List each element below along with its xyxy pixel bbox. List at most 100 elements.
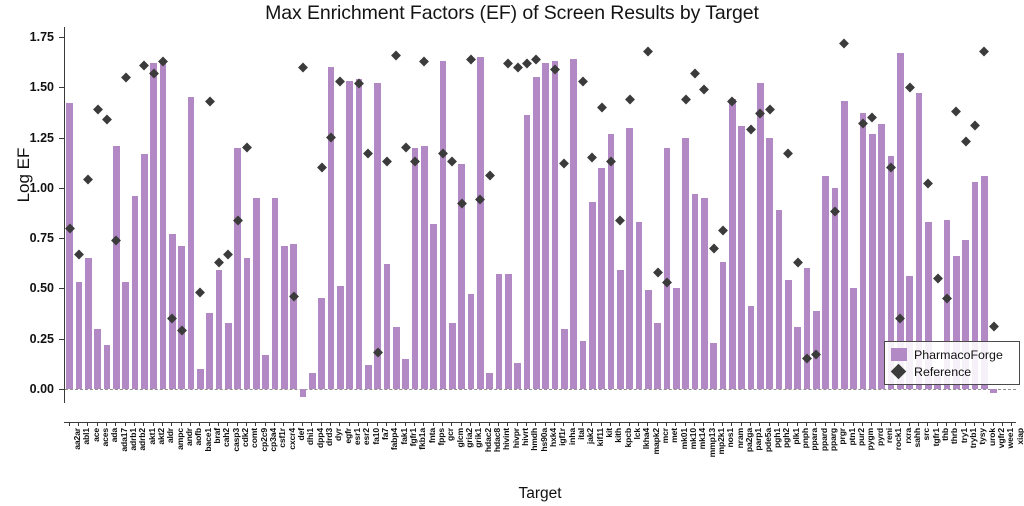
- bar: [607, 133, 615, 389]
- reference-marker: [354, 78, 364, 89]
- x-tick-mark: [171, 422, 173, 426]
- x-tick-label-aofb: aofb: [193, 428, 204, 446]
- bar: [654, 322, 662, 389]
- x-tick-label-ada: ada: [109, 428, 120, 443]
- bar: [66, 103, 74, 389]
- x-tick-mark: [96, 422, 98, 426]
- zero-baseline: [65, 388, 1016, 390]
- bar: [75, 282, 83, 389]
- legend-bar-swatch-icon: [891, 348, 907, 361]
- y-tick-label: 1.50: [29, 80, 54, 95]
- bar: [962, 240, 970, 389]
- y-tick-label: 1.00: [29, 180, 54, 195]
- x-tick-mark: [666, 422, 667, 426]
- reference-marker: [195, 287, 206, 298]
- reference-marker: [288, 291, 299, 302]
- reference-marker: [456, 198, 467, 209]
- reference-marker: [942, 293, 952, 304]
- reference-marker: [652, 267, 663, 278]
- x-tick-label-met: met: [669, 428, 680, 443]
- bar: [878, 123, 886, 389]
- x-tick-mark: [983, 422, 985, 426]
- x-tick-mark: [376, 422, 378, 426]
- bar: [299, 388, 307, 397]
- x-tick-label-prgr: prgr: [837, 428, 848, 445]
- reference-marker: [578, 76, 588, 87]
- x-tick-mark: [274, 422, 275, 426]
- x-tick-mark: [722, 422, 723, 426]
- bar: [943, 220, 951, 389]
- bar: [196, 368, 204, 389]
- x-tick-mark: [964, 422, 966, 426]
- x-tick-mark: [712, 422, 714, 426]
- bar: [868, 133, 876, 389]
- reference-marker: [111, 235, 122, 246]
- bar: [766, 137, 774, 389]
- bar: [346, 81, 354, 389]
- bar: [952, 256, 960, 389]
- legend-item-pharmacoforge: PharmacoForge: [891, 346, 1013, 363]
- reference-marker: [624, 94, 635, 105]
- reference-marker: [363, 148, 374, 159]
- bar: [364, 364, 372, 389]
- x-tick-label-comt: comt: [249, 428, 260, 448]
- reference-marker: [559, 158, 570, 169]
- reference-marker: [316, 162, 327, 173]
- x-tick-mark: [180, 422, 182, 426]
- x-tick-mark: [292, 422, 294, 426]
- x-tick-mark: [1011, 422, 1013, 426]
- x-tick-mark: [507, 422, 509, 426]
- bar: [747, 306, 755, 389]
- bar: [514, 362, 522, 389]
- x-tick-mark: [526, 422, 527, 426]
- legend-label-pharmacoforge: PharmacoForge: [914, 347, 1003, 362]
- legend-item-reference: Reference: [891, 363, 1013, 380]
- bar: [542, 63, 550, 389]
- bar: [476, 57, 484, 389]
- x-tick-mark: [890, 422, 891, 426]
- bar: [756, 83, 764, 389]
- bar: [719, 262, 727, 389]
- bar: [392, 326, 400, 389]
- x-tick-mark: [862, 422, 863, 426]
- x-tick-mark: [759, 422, 761, 426]
- reference-marker: [951, 106, 962, 117]
- bar: [355, 79, 363, 389]
- x-tick-label-dhi1: dhi1: [305, 428, 316, 446]
- y-tick-label: 0.00: [29, 381, 54, 396]
- x-tick-label-nos1: nos1: [725, 428, 736, 448]
- reference-marker: [83, 174, 94, 185]
- bar: [560, 328, 568, 389]
- reference-marker: [503, 58, 514, 69]
- bar: [374, 83, 382, 389]
- x-tick-mark: [255, 422, 257, 426]
- bar: [551, 61, 559, 389]
- x-axis-title: Target: [518, 485, 562, 502]
- y-tick-label: 1.75: [29, 30, 54, 45]
- x-tick-mark: [236, 422, 238, 426]
- reference-marker: [447, 156, 458, 167]
- reference-marker: [830, 207, 840, 217]
- bar: [383, 264, 391, 389]
- reference-marker: [867, 112, 878, 123]
- reference-marker: [223, 249, 234, 260]
- reference-marker: [839, 38, 850, 49]
- bar: [682, 137, 690, 389]
- x-tick-label-cah2: cah2: [221, 428, 232, 447]
- x-tick-mark: [348, 422, 350, 426]
- x-tick-mark: [320, 422, 322, 426]
- x-tick-mark: [834, 422, 835, 426]
- y-tick-mark: [59, 238, 64, 240]
- reference-marker: [746, 124, 756, 135]
- x-tick-label-src: src: [921, 428, 932, 441]
- x-tick-mark: [908, 422, 910, 426]
- x-tick-label-ppara: ppara: [809, 428, 820, 451]
- bar: [598, 167, 606, 389]
- x-tick-label-xiap: xiap: [1014, 428, 1024, 445]
- bar: [131, 195, 139, 389]
- reference-marker: [214, 257, 224, 268]
- bar: [411, 147, 419, 389]
- bar: [579, 340, 587, 389]
- bar: [159, 61, 167, 389]
- x-tick-mark: [974, 422, 975, 426]
